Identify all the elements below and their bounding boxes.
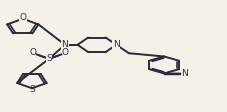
Text: O: O [30, 48, 37, 57]
Text: O: O [19, 13, 26, 22]
Text: S: S [46, 54, 52, 63]
Text: O: O [61, 48, 68, 57]
Text: N: N [112, 40, 119, 49]
Text: S: S [29, 85, 35, 94]
Text: N: N [180, 69, 187, 78]
Text: N: N [61, 40, 68, 49]
